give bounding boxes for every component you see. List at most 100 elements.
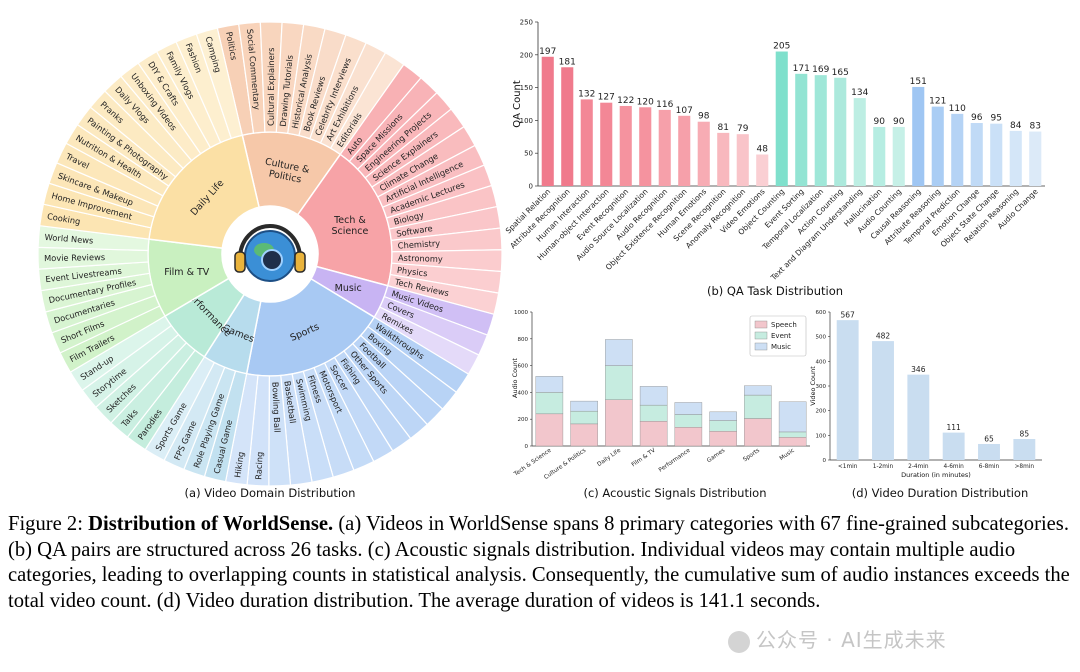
qa-bar [561, 67, 574, 186]
subdomain-wedge-camping [195, 27, 244, 140]
qa-bar-value: 134 [851, 88, 868, 98]
acoustic-bar-event [778, 431, 807, 438]
duration-bar-value: 65 [984, 434, 994, 443]
duration-bar-value: 85 [1020, 430, 1030, 439]
subcaption-b: (b) QA Task Distribution [706, 284, 844, 298]
qa-bar [619, 105, 632, 186]
acoustic-y-tick-label: 1000 [514, 310, 528, 316]
qa-bar-value: 96 [971, 113, 983, 123]
acoustic-bar-speech [778, 437, 807, 447]
qa-bar-value: 79 [737, 124, 749, 134]
caption-bold: Distribution of WorldSense. [88, 513, 334, 535]
qa-bar [990, 123, 1003, 186]
qa-bar [756, 154, 769, 186]
acoustic-x-tick-label: Film & TV [631, 448, 657, 469]
qa-y-tick-label: 100 [520, 117, 533, 125]
headphone-band-icon [238, 224, 302, 259]
subdomain-label-bowling-ball: Bowling Ball [270, 382, 282, 433]
caption-lead: Figure 2: [8, 513, 89, 535]
caption-text: (a) Videos in WorldSense spans 8 primary… [8, 513, 1070, 612]
acoustic-bar-music [535, 376, 564, 393]
qa-bar [717, 132, 730, 186]
video-duration-bar-chart: 0 100 200 300 400 500 600 Video Count 567 <1min 48… [809, 310, 1042, 479]
duration-x-tick-label: >8min [1015, 464, 1035, 470]
duration-bar-value: 482 [876, 332, 891, 341]
duration-y-tick-label: 100 [816, 433, 827, 439]
acoustic-bar-event [535, 392, 564, 415]
headphone-left-cup-icon [234, 251, 246, 273]
acoustic-bar-speech [605, 399, 633, 447]
qa-bar-value: 171 [793, 64, 810, 74]
acoustic-bar-event [709, 420, 737, 432]
domain-label-tech-science: Science [332, 226, 369, 237]
subcaption-d: (d) Video Duration Distribution [851, 486, 1029, 500]
acoustic-y-axis-label: Audio Count [511, 358, 519, 398]
qa-bar [697, 121, 710, 186]
acoustic-bar-speech [570, 423, 598, 447]
qa-bar-value: 169 [812, 65, 829, 75]
acoustic-legend-swatch-event [754, 331, 768, 340]
qa-bar-value: 120 [637, 97, 654, 107]
acoustic-bar-music [709, 411, 737, 421]
acoustic-legend-label-event: Event [771, 332, 791, 340]
qa-bar [658, 109, 671, 186]
acoustic-x-tick-label: Performance [658, 447, 692, 473]
acoustic-bar-music [674, 402, 703, 415]
acoustic-bar-event [639, 404, 668, 422]
duration-bar [1013, 439, 1036, 460]
duration-bar-value: 567 [841, 311, 856, 320]
qa-bar-value: 151 [910, 77, 927, 87]
acoustic-x-tick-label: Games [706, 448, 726, 465]
acoustic-y-tick-label: 200 [518, 417, 529, 423]
subdomain-label-physics: Physics [396, 265, 428, 279]
qa-y-tick-label: 200 [520, 51, 533, 59]
acoustic-bar-speech [744, 418, 772, 447]
qa-y-tick-label: 250 [520, 19, 533, 27]
qa-bar-value: 122 [617, 96, 634, 106]
qa-bar [970, 123, 983, 186]
qa-bar [892, 126, 905, 186]
duration-bar [872, 341, 894, 460]
acoustic-legend-swatch-music [754, 342, 768, 351]
qa-bar [639, 107, 652, 186]
qa-y-tick-label: 50 [524, 150, 533, 158]
duration-bar-value: 346 [911, 365, 926, 374]
duration-y-axis-label: Video Count [809, 366, 817, 406]
duration-y-tick-label: 300 [816, 384, 827, 390]
qa-bar-value: 181 [559, 57, 576, 67]
qa-bar [834, 77, 847, 186]
acoustic-bar-event [605, 365, 633, 400]
subdomain-label-hiking: Hiking [232, 451, 246, 478]
wechat-icon [728, 630, 750, 653]
acoustic-y-tick-label: 600 [518, 364, 529, 370]
duration-x-axis-label: Duration (in minutes) [901, 471, 971, 479]
qa-bar-value: 165 [832, 68, 849, 78]
qa-bar [931, 106, 944, 186]
acoustic-bar-speech [639, 421, 668, 447]
acoustic-y-tick-label: 800 [518, 337, 529, 343]
acoustic-bar-speech [674, 427, 703, 447]
qa-bar [795, 73, 808, 186]
camera-lens-icon [261, 249, 283, 271]
duration-y-tick-label: 200 [816, 409, 827, 415]
duration-bar-value: 111 [947, 423, 962, 432]
qa-bar [580, 99, 593, 186]
duration-y-tick-label: 500 [816, 335, 827, 341]
qa-bar-value: 95 [991, 114, 1002, 124]
qa-bar-value: 116 [656, 100, 673, 110]
qa-bar-value: 48 [757, 145, 769, 155]
qa-bar [600, 102, 613, 186]
acoustic-x-tick-label: Sports [742, 448, 761, 464]
duration-y-tick-label: 0 [823, 458, 827, 464]
domain-label-film-tv: Film & TV [164, 267, 210, 278]
duration-x-tick-label: <1min [838, 464, 858, 470]
subdomain-label-racing: Racing [253, 451, 264, 480]
duration-bar [836, 320, 859, 460]
qa-y-tick-label: 0 [529, 183, 533, 191]
duration-y-tick-label: 400 [816, 359, 827, 365]
subcaption-a: (a) Video Domain Distribution [184, 486, 356, 500]
